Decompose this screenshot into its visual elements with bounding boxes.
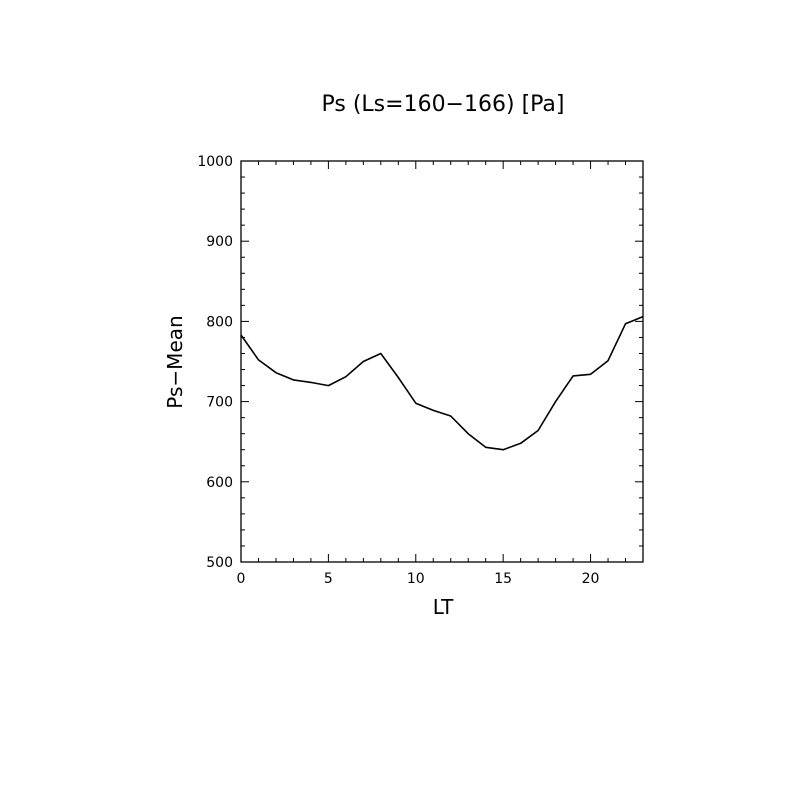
ticks-group: [240, 160, 644, 563]
y-tick-label: 700: [206, 395, 233, 411]
series-group: [240, 315, 644, 451]
plot-frame: [240, 160, 644, 563]
x-tick-label: 20: [582, 571, 600, 587]
x-axis-label: LT: [433, 595, 454, 619]
y-tick-label: 1000: [197, 154, 233, 170]
x-tick-label: 5: [324, 571, 333, 587]
y-tick-label: 600: [206, 475, 233, 491]
x-tick-label: 0: [237, 571, 246, 587]
y-tick-label: 900: [206, 234, 233, 250]
series-line: [240, 315, 644, 451]
y-axis-label: Ps−Mean: [163, 315, 187, 408]
x-tick-label: 10: [407, 571, 425, 587]
tick-labels-group: 0 5 10 15 20 500 600 700 800 900 1000: [197, 154, 599, 587]
y-tick-label: 500: [206, 555, 233, 571]
x-tick-label: 15: [494, 571, 512, 587]
y-tick-label: 800: [206, 314, 233, 330]
chart-title: Ps (Ls=160−166) [Pa]: [322, 92, 565, 117]
